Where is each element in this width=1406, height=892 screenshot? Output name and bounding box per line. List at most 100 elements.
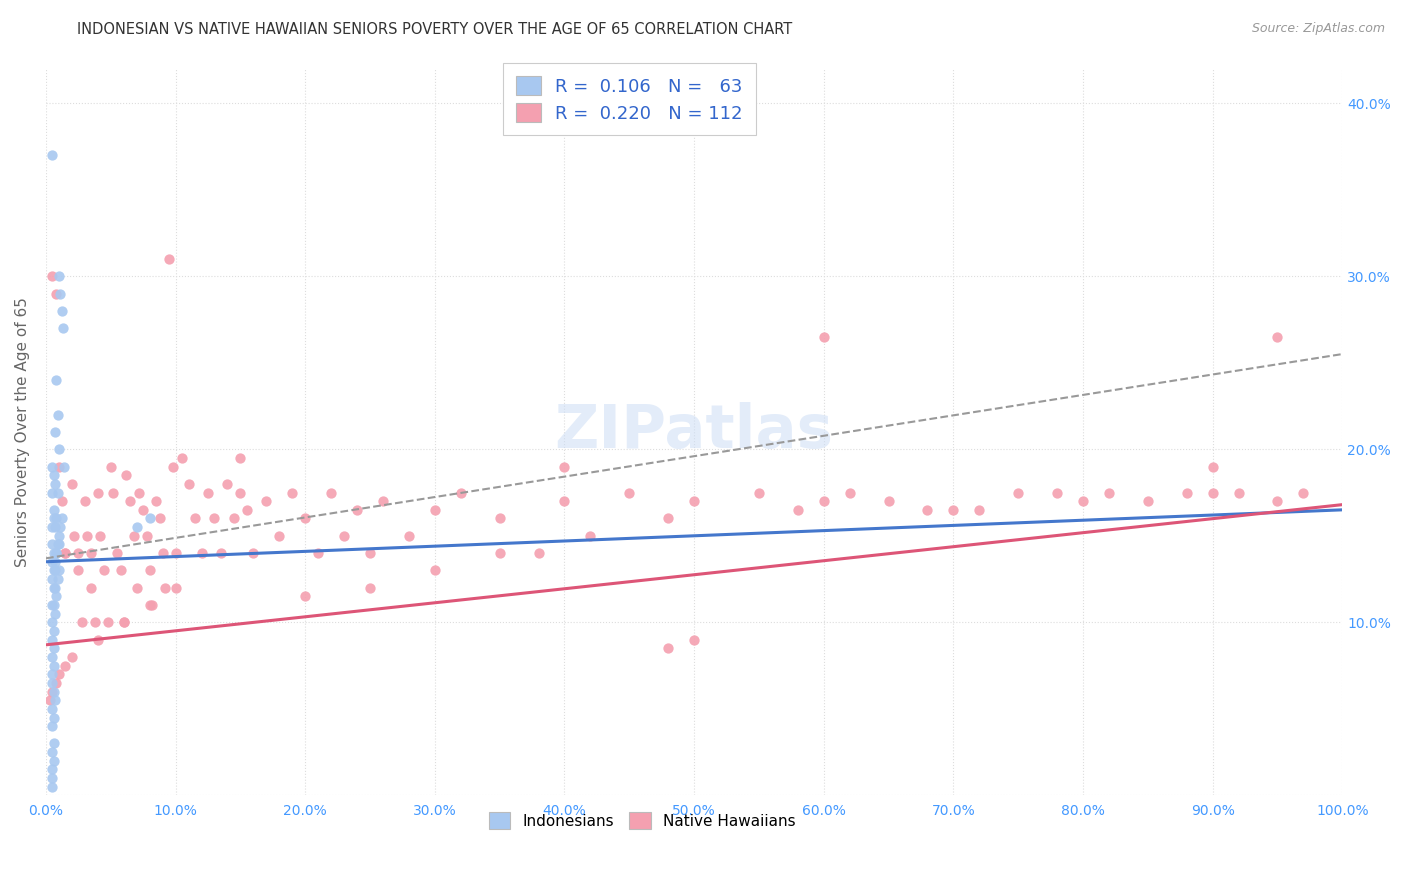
Point (877, 494, 900, 508)
Point (42, 511, 65, 525)
Point (80, 546, 103, 560)
Point (41, 485, 63, 500)
Point (813, 330, 835, 344)
Point (73, 494, 96, 508)
Point (42, 684, 65, 698)
Point (359, 546, 381, 560)
Point (157, 252, 180, 266)
Point (969, 503, 991, 517)
Point (63, 529, 86, 543)
Point (136, 529, 159, 543)
Point (48, 537, 70, 551)
Point (165, 546, 187, 560)
Point (38, 693, 60, 707)
Point (294, 511, 316, 525)
Point (209, 546, 232, 560)
Point (132, 503, 155, 517)
Point (42, 546, 65, 560)
Point (60, 649, 83, 664)
Point (67, 563, 90, 577)
Point (80, 581, 103, 595)
Point (141, 598, 163, 612)
Legend: Indonesians, Native Hawaiians: Indonesians, Native Hawaiians (482, 806, 801, 835)
Point (105, 546, 128, 560)
Point (45, 511, 67, 525)
Point (48, 269, 70, 284)
Point (45, 286, 67, 301)
Point (1098, 485, 1121, 500)
Point (48, 442, 70, 457)
Point (45, 546, 67, 560)
Point (359, 581, 381, 595)
Point (1201, 459, 1223, 474)
Point (1292, 485, 1315, 500)
Point (110, 563, 132, 577)
Point (41, 615, 63, 630)
Point (51, 303, 73, 318)
Point (41, 745, 63, 759)
Point (42, 598, 65, 612)
Point (204, 511, 226, 525)
Point (51, 511, 73, 525)
Text: ZIPatlas: ZIPatlas (554, 402, 834, 461)
Point (42, 624, 65, 638)
Point (44, 563, 66, 577)
Point (125, 520, 148, 534)
Point (619, 485, 641, 500)
Point (307, 546, 329, 560)
Point (1267, 330, 1289, 344)
Point (112, 615, 135, 630)
Point (87, 485, 110, 500)
Point (398, 529, 420, 543)
Point (97, 615, 120, 630)
Point (46, 408, 69, 422)
Point (254, 494, 277, 508)
Point (294, 590, 316, 604)
Point (112, 615, 135, 630)
Point (46, 485, 69, 500)
Point (41, 667, 63, 681)
Point (45, 546, 67, 560)
Point (172, 450, 194, 465)
Point (527, 546, 550, 560)
Point (60, 476, 83, 491)
Point (41, 632, 63, 647)
Point (87, 632, 110, 647)
Point (41, 780, 63, 794)
Point (55, 658, 77, 673)
Point (55, 546, 77, 560)
Point (41, 598, 63, 612)
Point (115, 468, 138, 483)
Point (41, 555, 63, 569)
Point (41, 572, 63, 586)
Point (41, 269, 63, 284)
Point (488, 546, 510, 560)
Point (44, 425, 66, 439)
Point (44, 555, 66, 569)
Text: INDONESIAN VS NATIVE HAWAIIAN SENIORS POVERTY OVER THE AGE OF 65 CORRELATION CHA: INDONESIAN VS NATIVE HAWAIIAN SENIORS PO… (77, 22, 793, 37)
Point (838, 485, 860, 500)
Point (42, 581, 65, 595)
Point (120, 494, 142, 508)
Point (149, 511, 172, 525)
Point (423, 503, 446, 517)
Point (657, 641, 679, 656)
Point (103, 485, 125, 500)
Point (41, 684, 63, 698)
Point (41, 148, 63, 162)
Point (48, 563, 70, 577)
Point (42, 503, 65, 517)
Point (1046, 485, 1069, 500)
Point (42, 658, 65, 673)
Point (786, 503, 808, 517)
Point (84, 615, 107, 630)
Point (48, 667, 70, 681)
Point (138, 563, 160, 577)
Point (177, 476, 200, 491)
Point (42, 754, 65, 768)
Point (44, 693, 66, 707)
Point (269, 529, 291, 543)
Point (371, 494, 394, 508)
Point (48, 529, 70, 543)
Point (42, 563, 65, 577)
